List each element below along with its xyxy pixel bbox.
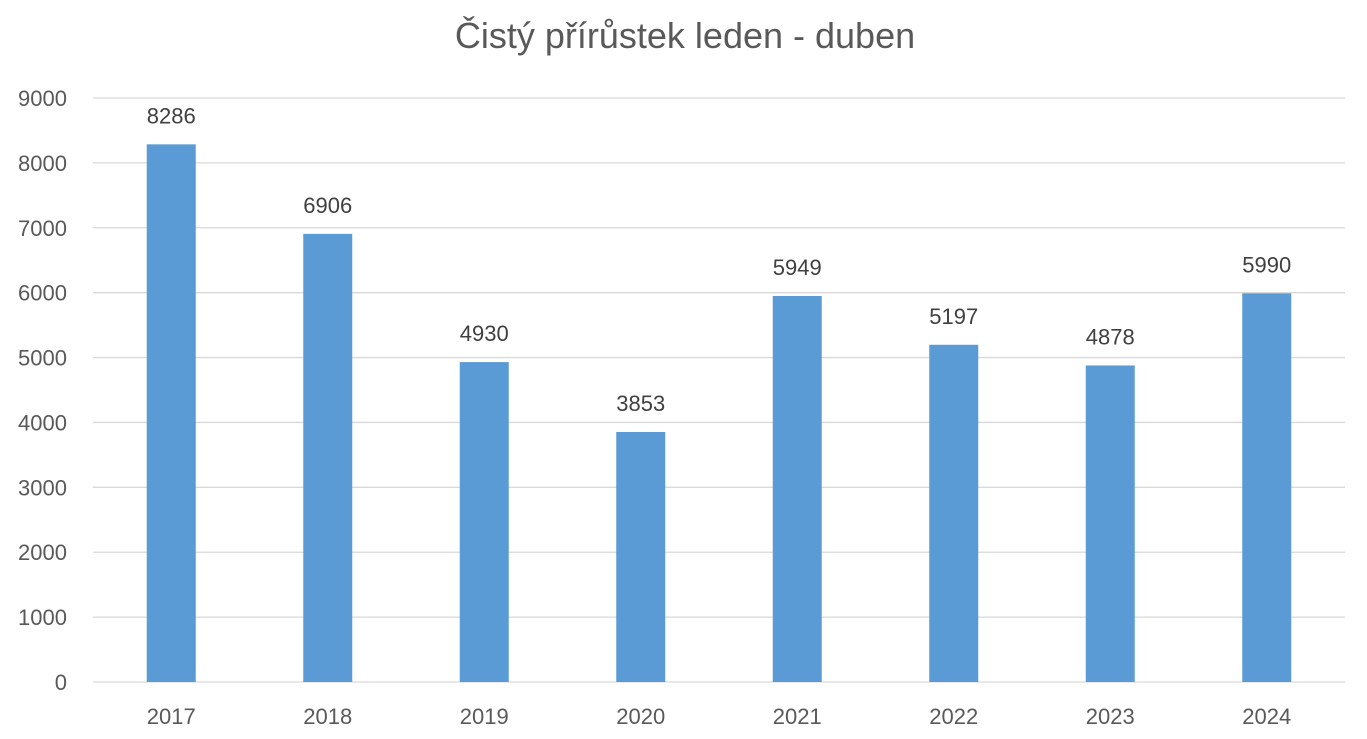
x-tick-label: 2019 bbox=[460, 704, 509, 729]
bar-2017 bbox=[146, 144, 196, 682]
x-tick-label: 2023 bbox=[1086, 704, 1135, 729]
y-axis-tick-labels: 0 1000 2000 3000 4000 5000 6000 7000 8000 9000 bbox=[18, 86, 67, 695]
bar-2019 bbox=[459, 362, 509, 682]
y-tick-label: 4000 bbox=[18, 410, 67, 435]
y-tick-label: 3000 bbox=[18, 475, 67, 500]
y-tick-label: 0 bbox=[55, 670, 67, 695]
gridlines bbox=[93, 97, 1345, 683]
bar-2018 bbox=[303, 233, 353, 683]
data-label-2021: 5949 bbox=[773, 255, 822, 280]
x-tick-label: 2020 bbox=[616, 704, 665, 729]
bar-2023 bbox=[1085, 365, 1135, 682]
data-label-2020: 3853 bbox=[616, 391, 665, 416]
y-tick-label: 2000 bbox=[18, 540, 67, 565]
bars bbox=[146, 144, 1292, 683]
x-tick-label: 2024 bbox=[1242, 704, 1291, 729]
y-tick-label: 6000 bbox=[18, 281, 67, 306]
y-tick-label: 7000 bbox=[18, 216, 67, 241]
y-tick-label: 5000 bbox=[18, 346, 67, 371]
data-label-2019: 4930 bbox=[460, 321, 509, 346]
bar-2024 bbox=[1242, 293, 1292, 682]
data-labels: 8286 6906 4930 3853 5949 5197 4878 5990 bbox=[147, 103, 1291, 416]
x-tick-label: 2021 bbox=[773, 704, 822, 729]
x-tick-label: 2018 bbox=[303, 704, 352, 729]
data-label-2018: 6906 bbox=[303, 193, 352, 218]
bar-2021 bbox=[772, 295, 822, 682]
data-label-2024: 5990 bbox=[1242, 252, 1291, 277]
y-tick-label: 9000 bbox=[18, 86, 67, 111]
y-tick-label: 8000 bbox=[18, 151, 67, 176]
data-label-2017: 8286 bbox=[147, 103, 196, 128]
x-tick-label: 2022 bbox=[929, 704, 978, 729]
data-label-2022: 5197 bbox=[929, 304, 978, 329]
data-label-2023: 4878 bbox=[1086, 324, 1135, 349]
x-tick-label: 2017 bbox=[147, 704, 196, 729]
y-tick-label: 1000 bbox=[18, 605, 67, 630]
x-axis-tick-labels: 2017 2018 2019 2020 2021 2022 2023 2024 bbox=[147, 704, 1291, 729]
chart-title: Čistý přírůstek leden - duben bbox=[455, 15, 915, 56]
bar-2022 bbox=[929, 344, 979, 682]
bar-2020 bbox=[616, 431, 666, 682]
